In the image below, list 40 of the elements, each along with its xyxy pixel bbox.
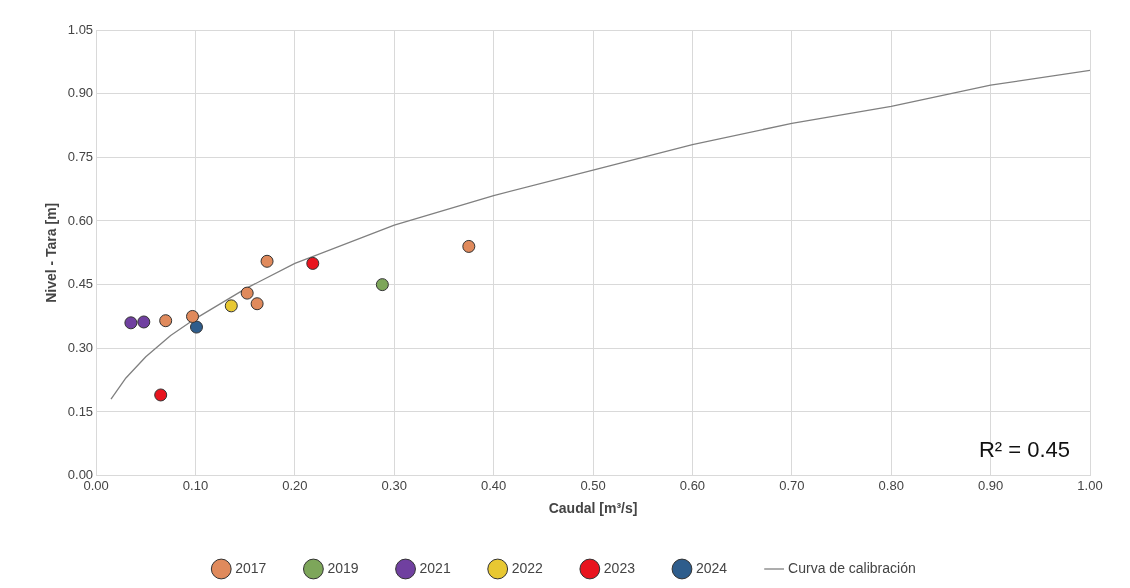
y-tick-label: 0.45 [67,276,94,292]
y-tick-label: 0.75 [67,148,94,164]
point [186,309,200,323]
legend-label: 2017 [235,559,267,576]
point [250,297,264,311]
x-tick-label: 0.70 [779,477,805,493]
x-tick-label: 0.20 [282,477,308,493]
point [240,286,254,300]
y-tick-label: 0.30 [67,339,94,355]
x-tick-label: 0.90 [977,477,1004,493]
y-axis-title: Nivel - Tara [m] [43,202,60,303]
point [375,278,389,292]
point [154,388,168,402]
annotation: R² = 0.45 [978,436,1070,462]
legend-label: 2023 [603,559,636,576]
y-tick-label: 0.90 [67,85,94,101]
legend-label: 2019 [327,559,359,576]
point [224,299,238,313]
point [124,316,138,330]
point [137,315,151,329]
legend-label: 2021 [419,559,451,576]
point [189,320,203,334]
point [260,254,274,268]
x-tick-label: 0.40 [481,477,507,493]
point [462,239,476,253]
x-tick-label: 1.00 [1077,477,1103,493]
y-tick-label: 0.60 [67,212,94,228]
legend-label: 2022 [511,559,544,576]
x-tick-label: 0.50 [580,477,606,493]
point [306,256,320,270]
legend-label: Curva de calibración [788,559,916,576]
y-tick-label: 0.15 [67,403,94,419]
y-tick-label: 1.05 [67,21,94,37]
x-tick-label: 0.60 [679,477,706,493]
x-tick-label: 0.80 [878,477,904,493]
point [159,314,173,328]
legend-label: 2024 [695,559,728,576]
x-tick-label: 0.30 [381,477,407,493]
x-axis-title: Caudal [m³/s] [548,500,638,517]
x-tick-label: 0.10 [182,477,209,493]
